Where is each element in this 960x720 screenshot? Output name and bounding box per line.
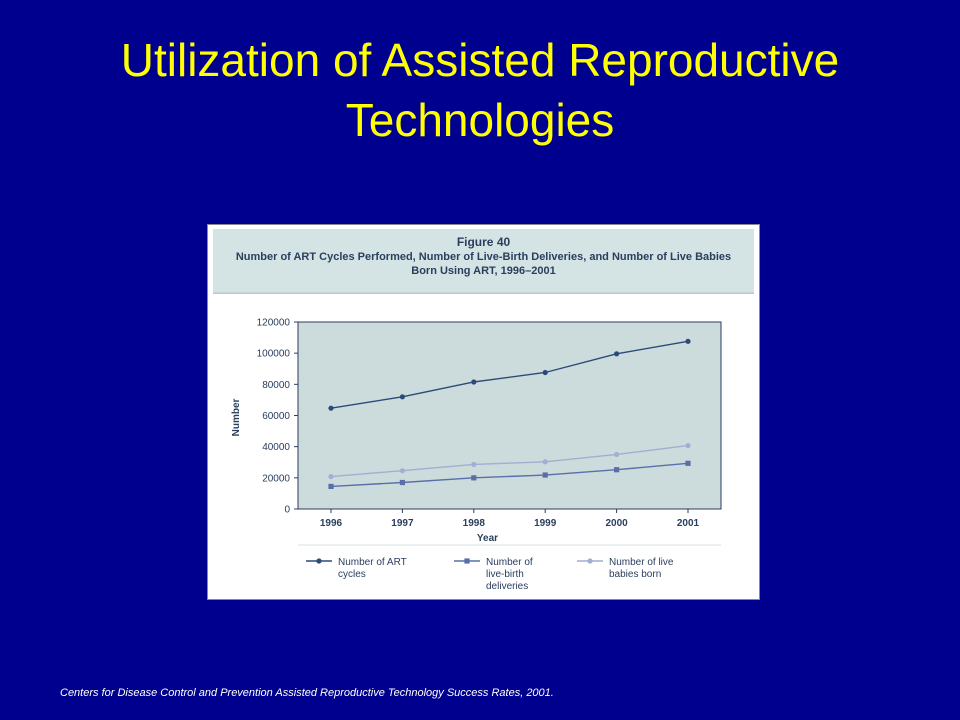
data-point (614, 467, 620, 473)
series-line (330, 444, 689, 478)
x-tick-label: 1997 (391, 518, 414, 529)
legend-label: live-birth (486, 569, 524, 580)
legend-label: babies born (609, 569, 661, 580)
plot-area (297, 321, 722, 510)
data-point (328, 473, 334, 480)
legend-marker (587, 558, 593, 564)
y-tick-label: 100000 (257, 349, 291, 360)
legend-label: cycles (338, 569, 366, 580)
data-point (685, 460, 691, 466)
data-point (542, 369, 548, 376)
source-note: Centers for Disease Control and Preventi… (60, 687, 554, 699)
x-tick-label: 1999 (534, 518, 557, 529)
y-tick-label: 0 (284, 505, 290, 516)
series-line (330, 462, 689, 488)
data-point (328, 405, 334, 411)
legend-marker (464, 558, 470, 564)
y-tick-label: 20000 (262, 473, 290, 484)
y-tick-label: 80000 (262, 380, 290, 391)
series-line (330, 340, 689, 409)
data-point (328, 483, 334, 490)
legend-label: Number of (486, 557, 533, 568)
y-axis-title: Number (231, 399, 242, 437)
data-point (614, 351, 620, 357)
x-tick-label: 2000 (605, 518, 628, 529)
legend-label: Number of ART (338, 557, 407, 568)
slide-title: Utilization of Assisted Reproductive Tec… (120, 34, 840, 146)
x-tick-label: 1998 (463, 518, 486, 529)
legend-marker (316, 558, 322, 564)
x-tick-label: 2001 (677, 518, 700, 529)
y-tick-label: 40000 (262, 442, 290, 453)
data-point (471, 475, 477, 481)
figure-panel: Figure 40 Number of ART Cycles Performed… (207, 224, 760, 600)
chart-title: Number of ART Cycles Performed, Number o… (235, 251, 732, 277)
data-point (685, 442, 691, 449)
data-point (399, 394, 405, 400)
data-point (685, 338, 691, 344)
data-point (542, 459, 548, 465)
data-point (614, 451, 620, 458)
data-point (399, 468, 405, 474)
figure-label: Figure 40 (456, 235, 511, 249)
y-tick-label: 120000 (257, 318, 291, 329)
x-tick-label: 1996 (320, 518, 343, 529)
line-chart: 0 20000 40000 60000 80000 100000 120000 1996 199… (213, 292, 754, 592)
x-axis-title: Year (477, 533, 498, 544)
y-tick-label: 60000 (262, 411, 290, 422)
figure-header: Figure 40 Number of ART Cycles Performed… (213, 229, 754, 294)
legend-label: Number of live (609, 557, 674, 568)
data-point (471, 379, 477, 385)
data-point (542, 472, 548, 478)
data-point (399, 479, 405, 486)
data-point (471, 461, 477, 468)
legend-label: deliveries (486, 581, 528, 592)
